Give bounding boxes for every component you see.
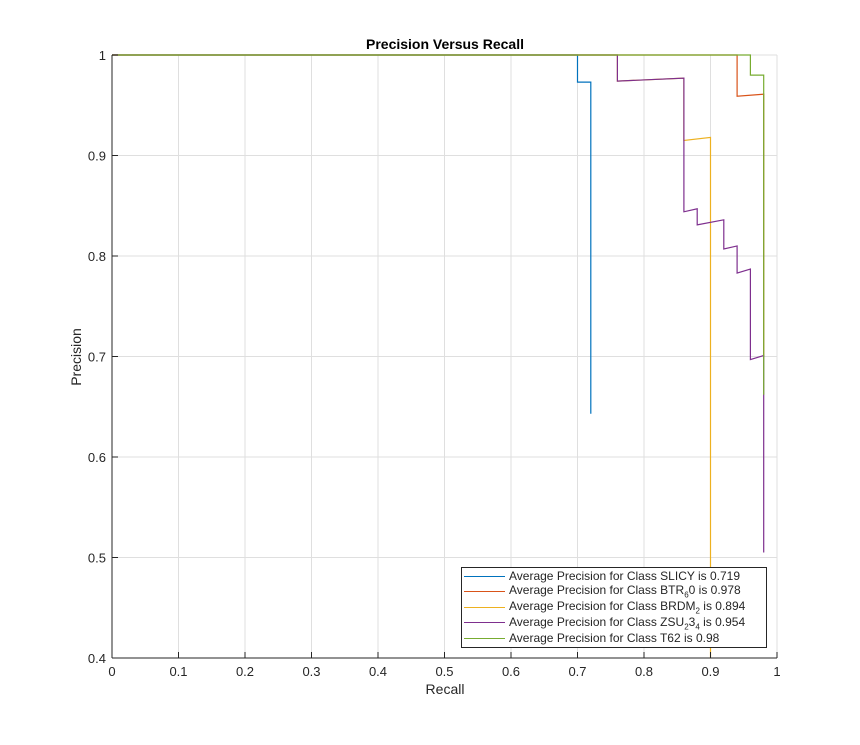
y-tick-label: 0.8 (88, 249, 106, 264)
x-tick-label: 0.4 (369, 664, 387, 679)
legend-text-part: 2 (695, 606, 700, 616)
x-tick-label: 1 (773, 664, 780, 679)
legend-text-part: is 0.954 (699, 614, 746, 629)
legend-entry: Average Precision for Class SLICY is 0.7… (464, 568, 740, 584)
y-tick-label: 0.5 (88, 551, 106, 566)
x-tick-label: 0.8 (635, 664, 653, 679)
chart-title: Precision Versus Recall (366, 36, 524, 52)
legend-text-part: 2 (684, 622, 689, 631)
legend-text-part: 0 is 0.978 (688, 583, 741, 598)
x-axis-label: Recall (426, 681, 465, 697)
series-line-t62 (112, 54, 765, 395)
x-tick-label: 0 (108, 664, 115, 679)
legend-entry: Average Precision for Class BTR60 is 0.9… (464, 583, 741, 600)
x-tick-label: 0.5 (435, 664, 453, 679)
x-tick-label: 0.1 (169, 664, 187, 679)
x-tick-label: 0.9 (701, 664, 719, 679)
legend-label: Average Precision for Class BTR60 is 0.9… (509, 583, 741, 599)
y-tick-label: 0.9 (88, 149, 106, 164)
legend-label: Average Precision for Class SLICY is 0.7… (509, 569, 740, 583)
legend-text-part: Average Precision for Class BTR (509, 583, 685, 598)
x-tick-label: 0.3 (302, 664, 320, 679)
legend-swatch (464, 606, 505, 608)
y-tick-label: 0.4 (88, 651, 106, 666)
y-tick-label: 1 (99, 48, 106, 63)
legend-swatch (464, 637, 505, 639)
legend-text-part: Average Precision for Class ZSU (509, 614, 685, 629)
legend-text-part: is 0.894 (699, 599, 746, 613)
legend-entry: Average Precision for Class T62 is 0.98 (464, 630, 719, 646)
x-tick-label: 0.7 (568, 664, 586, 679)
legend-swatch (464, 622, 505, 624)
legend-swatch (464, 591, 505, 593)
series-line-slicy (112, 54, 592, 414)
legend-text-part: Average Precision for Class T62 is 0.98 (509, 631, 720, 646)
series-line-zsu234 (112, 54, 765, 553)
y-tick-label: 0.6 (88, 450, 106, 465)
legend-text-part: 4 (695, 622, 700, 631)
legend-label: Average Precision for Class T62 is 0.98 (509, 631, 719, 645)
x-tick-label: 0.6 (502, 664, 520, 679)
y-tick-label: 0.7 (88, 350, 106, 365)
series-line-btr60 (112, 54, 765, 357)
x-tick-label: 0.2 (236, 664, 254, 679)
legend: Average Precision for Class SLICY is 0.7… (461, 567, 767, 648)
legend-text-part: Average Precision for Class SLICY is 0.7… (509, 569, 741, 583)
legend-text-part: 3 (688, 614, 696, 629)
y-axis-label: Precision (68, 328, 84, 386)
legend-text-part: 6 (684, 590, 689, 600)
legend-entry: Average Precision for Class ZSU234 is 0.… (464, 615, 745, 631)
legend-label: Average Precision for Class BRDM2 is 0.8… (509, 599, 745, 615)
legend-swatch (464, 575, 505, 577)
legend-text-part: Average Precision for Class BRDM (509, 599, 696, 613)
legend-label: Average Precision for Class ZSU234 is 0.… (509, 615, 745, 631)
legend-entry: Average Precision for Class BRDM2 is 0.8… (464, 599, 745, 615)
